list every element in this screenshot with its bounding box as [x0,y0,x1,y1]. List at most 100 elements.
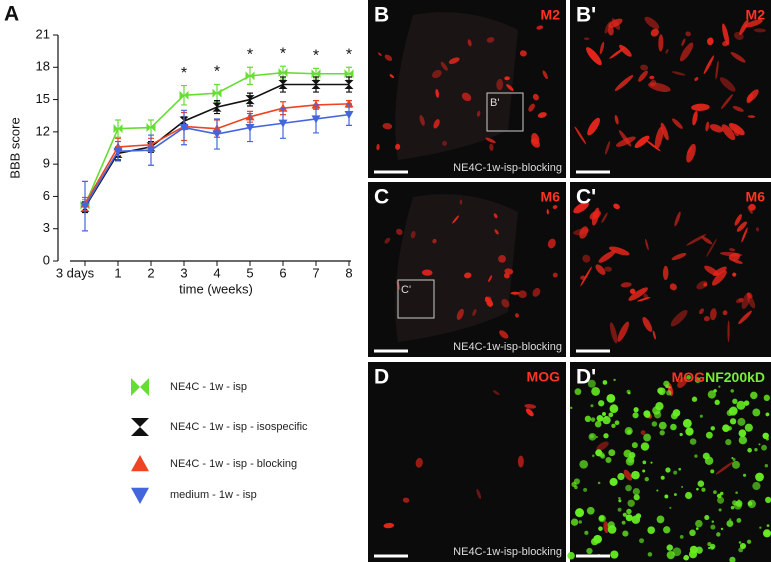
red-signal [748,203,756,211]
red-signal [440,61,448,71]
red-signal [410,230,416,239]
green-signal [686,374,692,380]
green-signal [767,532,770,536]
y-tick-label: 0 [43,252,50,267]
green-signal [659,430,665,436]
green-signal [695,527,699,530]
green-signal [672,409,681,417]
panel-letter: B' [576,4,596,27]
x-tick-label: 3 days [56,265,95,280]
red-signal [464,272,472,279]
green-signal [608,412,614,418]
red-signal [672,118,683,129]
green-signal [729,556,736,562]
red-signal [677,377,688,388]
red-signal [671,71,686,76]
red-signal [517,455,524,468]
red-signal [746,93,754,104]
stain-label: MOGNF200kD [672,369,765,385]
red-signal [532,93,539,101]
legend-label: NE4C - 1w - isp - blocking [170,458,297,470]
point-marker [278,119,288,128]
green-signal [746,539,752,544]
green-signal [622,512,627,517]
green-signal [691,396,698,402]
green-signal [685,427,694,436]
green-signal [728,406,738,416]
green-signal [584,415,592,423]
red-signal [378,52,382,56]
green-signal [586,506,595,515]
red-signal [498,254,507,263]
green-signal [761,444,767,451]
red-signal [595,264,606,275]
green-signal [664,494,669,499]
point-marker [245,71,255,81]
green-signal [633,407,639,413]
green-signal [611,423,616,429]
legend-marker [131,418,149,436]
green-signal [726,520,734,527]
green-signal [643,433,652,442]
green-signal [586,547,593,555]
red-signal [623,469,633,481]
green-signal [733,421,736,424]
green-signal [694,454,698,458]
panel-letter: B [374,4,389,27]
green-signal [644,477,649,482]
red-signal [686,234,707,246]
legend-marker [131,487,149,504]
red-signal [415,457,423,468]
green-signal [705,431,713,439]
red-signal [484,296,492,303]
green-signal [682,418,692,428]
green-signal [658,421,667,430]
legend-marker [131,378,149,396]
y-tick-label: 18 [36,59,50,74]
red-signal [712,266,727,276]
x-tick-label: 6 [279,265,286,280]
green-signal [647,526,656,534]
green-signal [765,496,771,504]
red-signal [721,124,736,141]
red-signal [744,19,763,28]
red-signal [640,64,649,71]
point-marker [212,102,222,112]
red-signal [691,103,710,111]
green-signal [587,379,596,388]
green-signal [569,406,573,410]
red-signal [459,199,463,205]
red-signal [599,41,605,55]
red-signal [552,205,558,210]
red-signal [642,317,653,332]
red-signal [496,78,504,91]
red-signal [613,203,620,210]
green-signal [681,485,684,488]
red-signal [722,23,730,46]
red-signal [674,211,681,227]
green-signal [670,423,677,431]
point-marker [146,146,156,155]
green-signal [656,515,665,524]
stain-label: M6 [746,189,766,205]
y-tick-label: 12 [36,123,50,138]
red-signal [640,430,646,435]
red-signal [699,308,704,315]
red-signal [617,321,629,342]
red-signal [729,248,736,252]
green-signal [598,526,603,531]
green-signal [685,491,693,499]
green-signal [617,507,622,512]
red-signal [596,441,609,451]
red-signal [542,70,548,80]
red-signal [456,308,464,320]
red-signal [603,521,610,534]
error-bar [247,66,253,86]
stain-label: M2 [746,7,766,23]
green-signal [595,435,598,439]
red-signal [703,316,710,322]
caption: NE4C-1w-isp-blocking [453,341,562,353]
green-signal [720,491,724,496]
green-signal [596,414,604,422]
green-signal [722,424,730,433]
